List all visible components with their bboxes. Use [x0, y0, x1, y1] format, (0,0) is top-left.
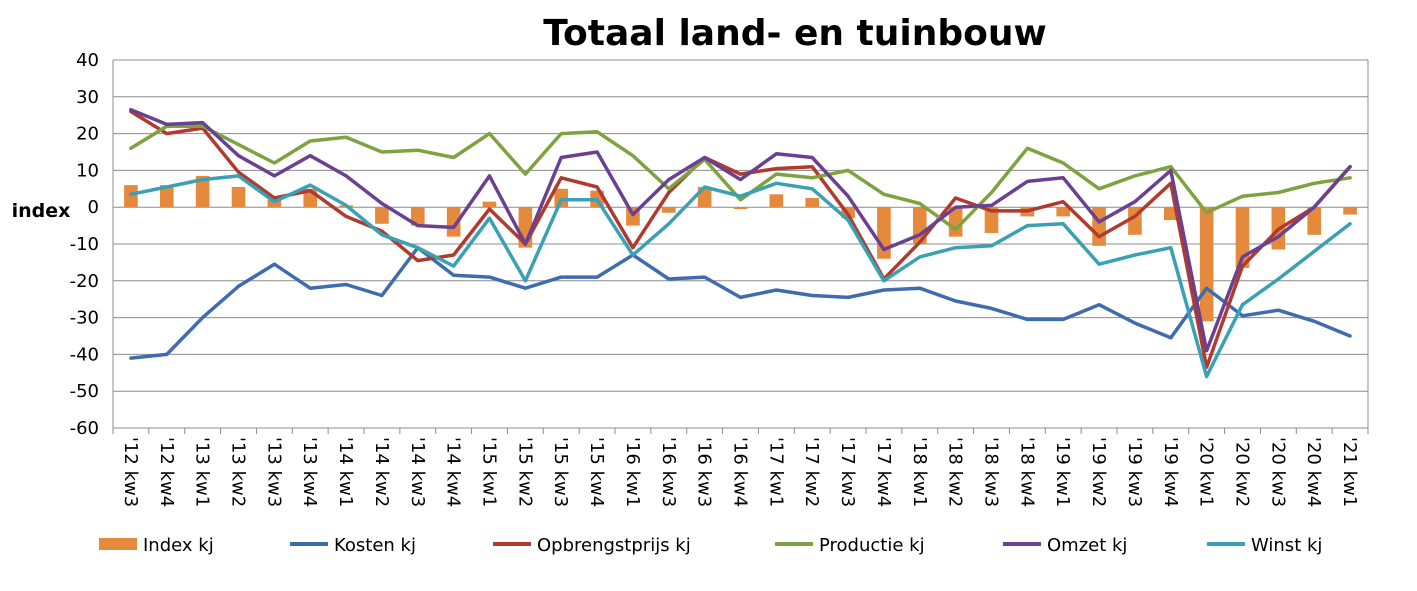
x-tick-label: '13 kw1 — [192, 437, 213, 507]
bar-index-kj — [1092, 207, 1106, 246]
y-tick-label: 10 — [76, 160, 99, 181]
y-tick-labels: 40 30 20 10 0 -10 -20 -30 -40 -50 -60 — [70, 50, 99, 439]
bar-index-kj — [661, 207, 676, 213]
bar-index-kj — [948, 207, 963, 237]
legend-omzet-kj-label: Omzet kj — [1047, 535, 1127, 556]
bar-index-kj — [733, 207, 748, 210]
y-axis-label: index — [12, 200, 71, 222]
bar-index-kj — [375, 207, 389, 224]
x-tick-label: '16 kw3 — [658, 437, 679, 507]
y-tick-label: -20 — [70, 271, 99, 292]
y-tick-label: 0 — [88, 197, 99, 218]
x-tick-label: '14 kw3 — [407, 437, 428, 507]
bar-index-kj — [231, 186, 246, 208]
bar-index-kj — [159, 185, 174, 208]
x-tick-label: '19 kw4 — [1160, 437, 1181, 507]
x-tick-label: '20 kw1 — [1196, 437, 1217, 507]
y-tick-label: -30 — [70, 308, 99, 329]
x-tick-label: '14 kw4 — [443, 437, 464, 507]
x-tick-label: '16 kw1 — [622, 437, 643, 507]
legend: Index kj Kosten kj Opbrengstprijs kj Produc… — [99, 535, 1322, 556]
x-tick-label: '21 kw1 — [1339, 437, 1360, 507]
gridlines — [112, 59, 1369, 434]
x-tick-label: '17 kw4 — [873, 437, 894, 507]
legend-kosten-kj-label: Kosten kj — [334, 535, 416, 556]
bar-index-kj — [984, 207, 999, 233]
line-winst-kj — [129, 174, 1352, 379]
line-productie-kj — [129, 124, 1352, 232]
x-tick-label: '16 kw3 — [694, 437, 715, 507]
x-tick-label: '18 kw2 — [945, 437, 966, 507]
bar-index-kj — [410, 207, 425, 226]
x-tick-label: '16 kw4 — [730, 437, 751, 507]
legend-index-kj-swatch — [99, 538, 137, 550]
x-tick-label: '14 kw1 — [335, 437, 356, 507]
x-tick-label: '17 kw3 — [837, 437, 858, 507]
x-tick-label: '15 kw4 — [586, 437, 607, 507]
bar-index-kj — [124, 185, 138, 208]
y-tick-label: 30 — [76, 87, 99, 108]
legend-index-kj-label: Index kj — [143, 535, 214, 556]
x-tick-label: '17 kw1 — [765, 437, 786, 507]
x-tick-label: '18 kw3 — [981, 437, 1002, 507]
x-tick-label: '18 kw1 — [909, 437, 930, 507]
bar-index-kj — [1199, 207, 1214, 322]
bar-index-kj — [1056, 207, 1071, 217]
bar-index-kj — [769, 194, 784, 208]
x-tick-label: '13 kw3 — [263, 437, 284, 507]
bar-index-kj — [195, 175, 210, 208]
x-tick-label: '18 kw4 — [1016, 437, 1037, 507]
bar-index-kj — [1343, 207, 1357, 215]
bar-index-kj — [1235, 207, 1250, 268]
chart-title: Totaal land- en tuinbouw — [543, 13, 1046, 54]
bar-index-kj — [1163, 207, 1178, 221]
y-tick-label: -40 — [70, 344, 99, 365]
x-tick-label: '17 kw2 — [801, 437, 822, 507]
x-tick-label: '13 kw2 — [228, 437, 249, 507]
x-tick-label: '15 kw2 — [514, 437, 535, 507]
x-tick-label: '19 kw1 — [1052, 437, 1073, 507]
y-tick-label: 40 — [76, 50, 99, 71]
x-tick-label: '20 kw2 — [1232, 437, 1253, 507]
bar-index-kj — [1307, 207, 1322, 235]
legend-productie-kj-label: Productie kj — [819, 535, 925, 556]
x-tick-label: '15 kw1 — [479, 437, 500, 507]
x-tick-label: '19 kw2 — [1088, 437, 1109, 507]
y-tick-label: -50 — [70, 381, 99, 402]
x-tick-label: '12 kw3 — [120, 437, 141, 507]
line-opbrengstprijs-kj — [129, 109, 1352, 370]
legend-opbrengstprijs-kj-label: Opbrengstprijs kj — [537, 535, 691, 556]
bar-index-kj — [554, 188, 569, 208]
line-kosten-kj — [129, 245, 1352, 360]
x-tick-label: '12 kw4 — [156, 437, 177, 507]
y-tick-label: 20 — [76, 124, 99, 145]
bar-index-kj — [805, 198, 820, 208]
x-tick-label: '15 kw3 — [550, 437, 571, 507]
y-tick-label: -10 — [70, 234, 99, 255]
x-tick-label: '20 kw4 — [1303, 437, 1324, 507]
y-tick-label: -60 — [70, 418, 99, 439]
legend-winst-kj-label: Winst kj — [1251, 535, 1322, 556]
bar-index-kj — [482, 201, 497, 208]
x-tick-label: '13 kw4 — [299, 437, 320, 507]
bar-index-kj — [446, 207, 461, 237]
line-series — [129, 107, 1352, 379]
bar-index-kj — [267, 199, 282, 208]
x-tick-label: '20 kw3 — [1267, 437, 1288, 507]
x-tick-label: '14 kw2 — [371, 437, 392, 507]
line-omzet-kj — [129, 107, 1352, 353]
x-tick-labels: '12 kw3 '12 kw4 '13 kw1 '13 kw2 '13 kw3 '13 k… — [120, 437, 1360, 507]
x-tick-label: '19 kw3 — [1124, 437, 1145, 507]
